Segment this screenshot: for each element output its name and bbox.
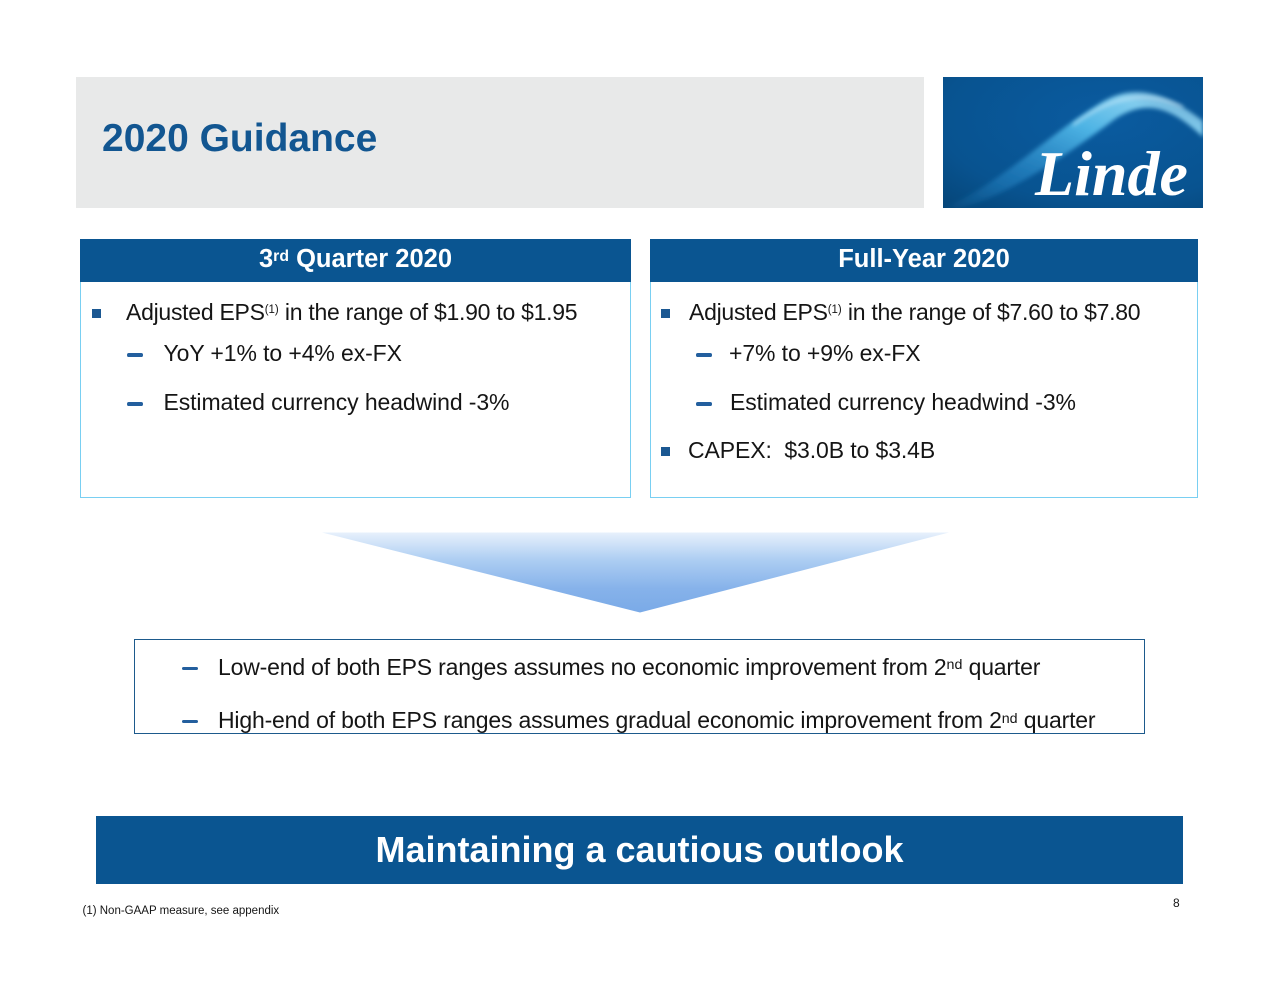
svg-text:Linde: Linde bbox=[1034, 138, 1188, 208]
